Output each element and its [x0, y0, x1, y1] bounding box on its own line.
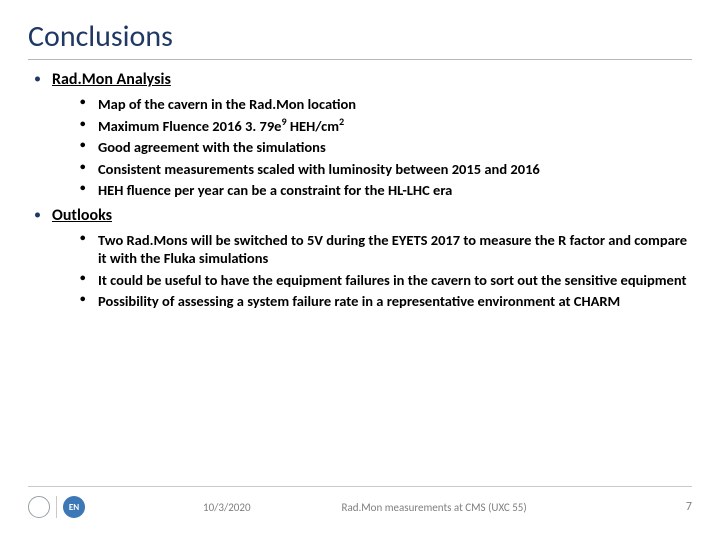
content-list: Rad.Mon Analysis Map of the cavern in th… [28, 70, 692, 311]
list-item: Good agreement with the simulations [76, 138, 692, 157]
text-fragment: HEH/cm [287, 117, 339, 135]
list-item: Consistent measurements scaled with lumi… [76, 160, 692, 179]
footer-center-text: Rad.Mon measurements at CMS (UXC 55) [341, 501, 526, 514]
section-items: Map of the cavern in the Rad.Mon locatio… [76, 95, 692, 200]
list-item: It could be useful to have the equipment… [76, 271, 692, 290]
footer-date: 10/3/2020 [203, 501, 251, 514]
footer: EN 10/3/2020 Rad.Mon measurements at CMS… [0, 486, 720, 526]
list-item: Map of the cavern in the Rad.Mon locatio… [76, 95, 692, 114]
slide-title: Conclusions [28, 18, 692, 55]
footer-page-number: 7 [686, 500, 692, 514]
section-heading: Rad.Mon Analysis [52, 70, 171, 89]
text-fragment: Maximum Fluence 2016 3. 79e [98, 117, 281, 135]
list-item: Two Rad.Mons will be switched to 5V duri… [76, 231, 692, 268]
footer-divider [28, 486, 692, 487]
slide: Conclusions Rad.Mon Analysis Map of the … [0, 0, 720, 540]
footer-logos: EN [28, 496, 85, 518]
list-item: Maximum Fluence 2016 3. 79e9 HEH/cm2 [76, 117, 692, 136]
section-outlooks: Outlooks Two Rad.Mons will be switched t… [28, 206, 692, 311]
list-item: Possibility of assessing a system failur… [76, 292, 692, 311]
cern-logo-icon [28, 496, 50, 518]
logo-divider [56, 496, 57, 518]
section-radmon-analysis: Rad.Mon Analysis Map of the cavern in th… [28, 70, 692, 200]
section-items: Two Rad.Mons will be switched to 5V duri… [76, 231, 692, 311]
list-item: HEH fluence per year can be a constraint… [76, 181, 692, 200]
title-divider [28, 59, 692, 60]
section-heading: Outlooks [52, 206, 112, 225]
en-logo-icon: EN [63, 496, 85, 518]
superscript: 2 [339, 115, 344, 128]
footer-row: EN 10/3/2020 Rad.Mon measurements at CMS… [28, 493, 692, 521]
